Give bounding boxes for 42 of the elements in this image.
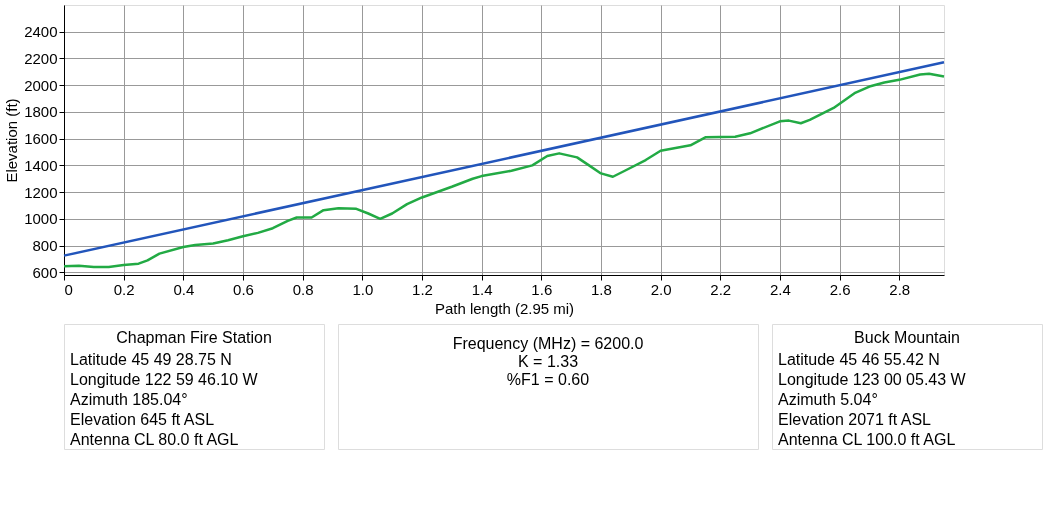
text: Chapman Fire Station	[116, 329, 272, 346]
y-tick-label: 1600	[24, 130, 58, 148]
y-tick-label: 2400	[24, 23, 58, 41]
y-tick-label: 2200	[24, 49, 58, 67]
x-tick-label: 2.4	[770, 280, 791, 298]
x-tick-label: 0.4	[173, 280, 195, 298]
text: Frequency (MHz) = 6200.0	[452, 335, 644, 352]
y-tick-label: 600	[32, 263, 58, 281]
text: Antenna CL 80.0 ft AGL	[70, 431, 239, 448]
text: Antenna CL 100.0 ft AGL	[778, 431, 956, 448]
x-tick-label: 1.8	[591, 280, 612, 298]
x-tick-label: 0.6	[233, 280, 254, 298]
text: Latitude 45 46 55.42 N	[778, 351, 940, 368]
text: Buck Mountain	[854, 329, 960, 346]
x-tick-label: 1.4	[471, 280, 493, 298]
y-axis-title: Elevation (ft)	[3, 98, 21, 183]
y-tick-label: 2000	[24, 76, 58, 94]
x-tick-label: 0.2	[113, 280, 135, 298]
x-tick-label: 0	[64, 280, 73, 298]
text: Longitude 122 59 46.10 W	[70, 371, 259, 388]
x-tick-label: 1.2	[412, 280, 433, 298]
x-tick-label: 2.8	[889, 280, 911, 298]
x-tick-label: 2.0	[650, 280, 672, 298]
text: Azimuth 185.04°	[70, 391, 188, 408]
y-tick-label: 1200	[24, 183, 58, 201]
y-tick-label: 800	[32, 237, 58, 255]
x-axis-title: Path length (2.95 mi)	[434, 299, 575, 317]
y-tick-label: 1800	[24, 103, 58, 121]
y-tick-label: 1000	[24, 210, 58, 228]
text: Latitude 45 49 28.75 N	[70, 351, 232, 368]
text: Elevation 2071 ft ASL	[778, 411, 932, 428]
x-tick-label: 2.6	[829, 280, 851, 298]
x-tick-label: 1.0	[352, 280, 374, 298]
text: %F1 = 0.60	[506, 371, 590, 388]
text: Azimuth 5.04°	[778, 391, 878, 408]
x-tick-label: 1.6	[531, 280, 553, 298]
text: Longitude 123 00 05.43 W	[778, 371, 967, 388]
text: K = 1.33	[517, 353, 579, 370]
x-tick-label: 2.2	[710, 280, 732, 298]
x-tick-label: 0.8	[292, 280, 314, 298]
text: Elevation 645 ft ASL	[70, 411, 215, 428]
y-tick-label: 1400	[24, 156, 58, 174]
